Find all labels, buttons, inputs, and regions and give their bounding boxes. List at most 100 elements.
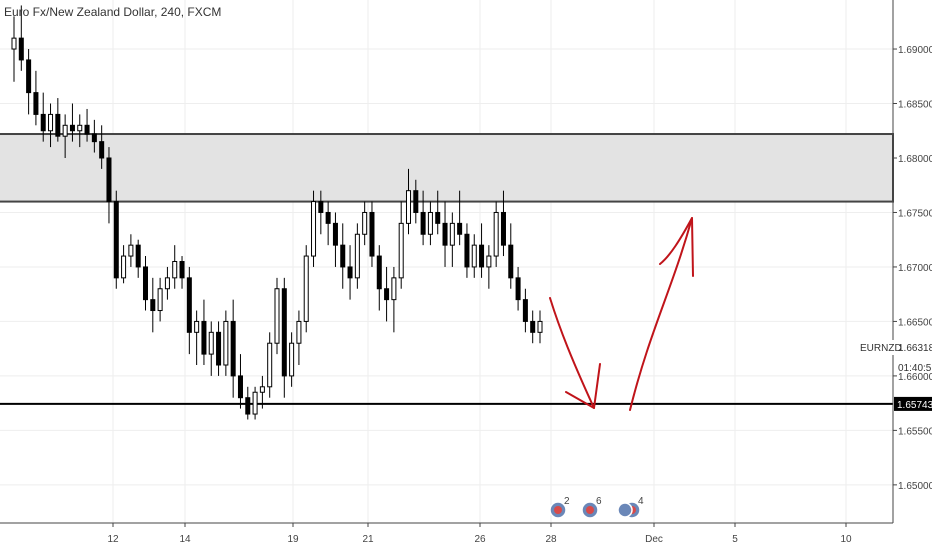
resistance-zone	[0, 133, 894, 203]
time-tick-label: 5	[732, 534, 738, 545]
candle-body	[318, 201, 324, 213]
candle	[142, 256, 149, 311]
candle-body	[384, 288, 390, 301]
candle	[347, 245, 353, 300]
up-arrow-head	[659, 217, 694, 277]
economic-event-marker[interactable]: 6	[581, 496, 602, 519]
event-icon-dot	[586, 506, 594, 514]
candle	[201, 299, 207, 366]
down-arrow-head	[565, 363, 601, 409]
candle	[91, 119, 97, 153]
candle-body	[40, 113, 46, 132]
candle-body	[515, 277, 521, 301]
candle	[442, 201, 448, 267]
candle	[237, 354, 243, 409]
last-price-label: 1.66318	[898, 343, 932, 354]
candle-body	[245, 397, 251, 415]
event-count: 6	[596, 496, 602, 507]
candle	[121, 245, 127, 284]
candle-body	[91, 133, 97, 143]
price-tick-label: 1.67000	[898, 263, 932, 274]
candle-body	[18, 37, 24, 61]
candle-body	[48, 113, 54, 132]
candle	[157, 277, 163, 322]
candle	[164, 266, 170, 300]
candle	[332, 212, 338, 267]
candle	[413, 179, 419, 224]
candle	[376, 245, 382, 311]
price-tick-label: 1.68000	[898, 154, 932, 165]
candle-body	[267, 342, 273, 388]
candle	[530, 310, 536, 344]
time-tick-label: 19	[287, 534, 299, 545]
candle-body	[208, 331, 214, 355]
candle-body	[464, 233, 470, 268]
event-markers[interactable]: 2 6 4	[549, 496, 644, 519]
candle-body	[530, 320, 536, 333]
candle	[427, 201, 433, 246]
candle-body	[99, 141, 105, 159]
candle-body	[230, 320, 236, 377]
candle	[522, 288, 528, 333]
candle-body	[128, 244, 134, 257]
candle-body	[289, 342, 295, 377]
time-tick-label: 21	[362, 534, 374, 545]
time-tick-label: 28	[545, 534, 557, 545]
price-tick-label: 1.66500	[898, 317, 932, 328]
price-tick-label: 1.65000	[898, 481, 932, 492]
candle	[384, 266, 390, 322]
event-icon-dot	[554, 506, 562, 514]
candle	[55, 98, 61, 142]
candle	[135, 239, 141, 278]
candle-body	[325, 211, 331, 224]
candle	[325, 201, 331, 246]
candle	[479, 223, 485, 278]
candle-body	[479, 244, 485, 268]
candle	[113, 190, 119, 289]
time-axis[interactable]: 12 14 19 21 26 28 Dec 5 10	[107, 523, 852, 545]
candle	[354, 223, 360, 289]
countdown-label: 01:40:51	[898, 363, 932, 374]
candle-body	[55, 113, 61, 137]
candle-body	[369, 211, 375, 257]
event-count: 4	[638, 496, 644, 507]
symbol-label: EURNZD	[860, 343, 902, 354]
candle-body	[296, 320, 302, 344]
candle	[223, 310, 229, 376]
economic-event-marker[interactable]: 4	[617, 496, 644, 519]
candle-body	[157, 288, 163, 312]
candle	[362, 201, 368, 246]
candle-body	[522, 299, 528, 322]
candle-body	[508, 244, 514, 279]
candle	[62, 114, 68, 158]
candle	[84, 108, 90, 142]
event-icon-stacked	[617, 502, 633, 518]
candle	[486, 245, 492, 289]
candle-body	[493, 211, 499, 257]
candle-body	[121, 255, 127, 279]
candle	[216, 321, 222, 376]
forecast-arrows	[549, 217, 694, 411]
price-axis[interactable]: 1.69000 1.68500 1.68000 1.67500 1.67000 1.665…	[893, 45, 932, 492]
candle-body	[26, 59, 32, 94]
economic-event-marker[interactable]: 2	[549, 496, 570, 519]
up-arrow-shaft	[629, 217, 693, 411]
candle	[289, 332, 295, 387]
candle	[99, 125, 105, 169]
candle-body	[413, 190, 419, 213]
candle-body	[223, 320, 229, 366]
candle-body	[303, 255, 309, 322]
symbol-price-label: EURNZD 1.66318	[858, 340, 932, 355]
time-tick-label: 12	[107, 534, 119, 545]
candle-body	[11, 37, 17, 50]
candle-body	[186, 277, 192, 333]
candle-body	[471, 244, 477, 268]
candle	[405, 168, 412, 235]
candle	[537, 310, 543, 344]
candle-body	[362, 211, 368, 235]
candle-body	[398, 222, 404, 279]
candle	[33, 70, 39, 126]
candle	[40, 92, 46, 142]
candle-body	[201, 320, 207, 355]
